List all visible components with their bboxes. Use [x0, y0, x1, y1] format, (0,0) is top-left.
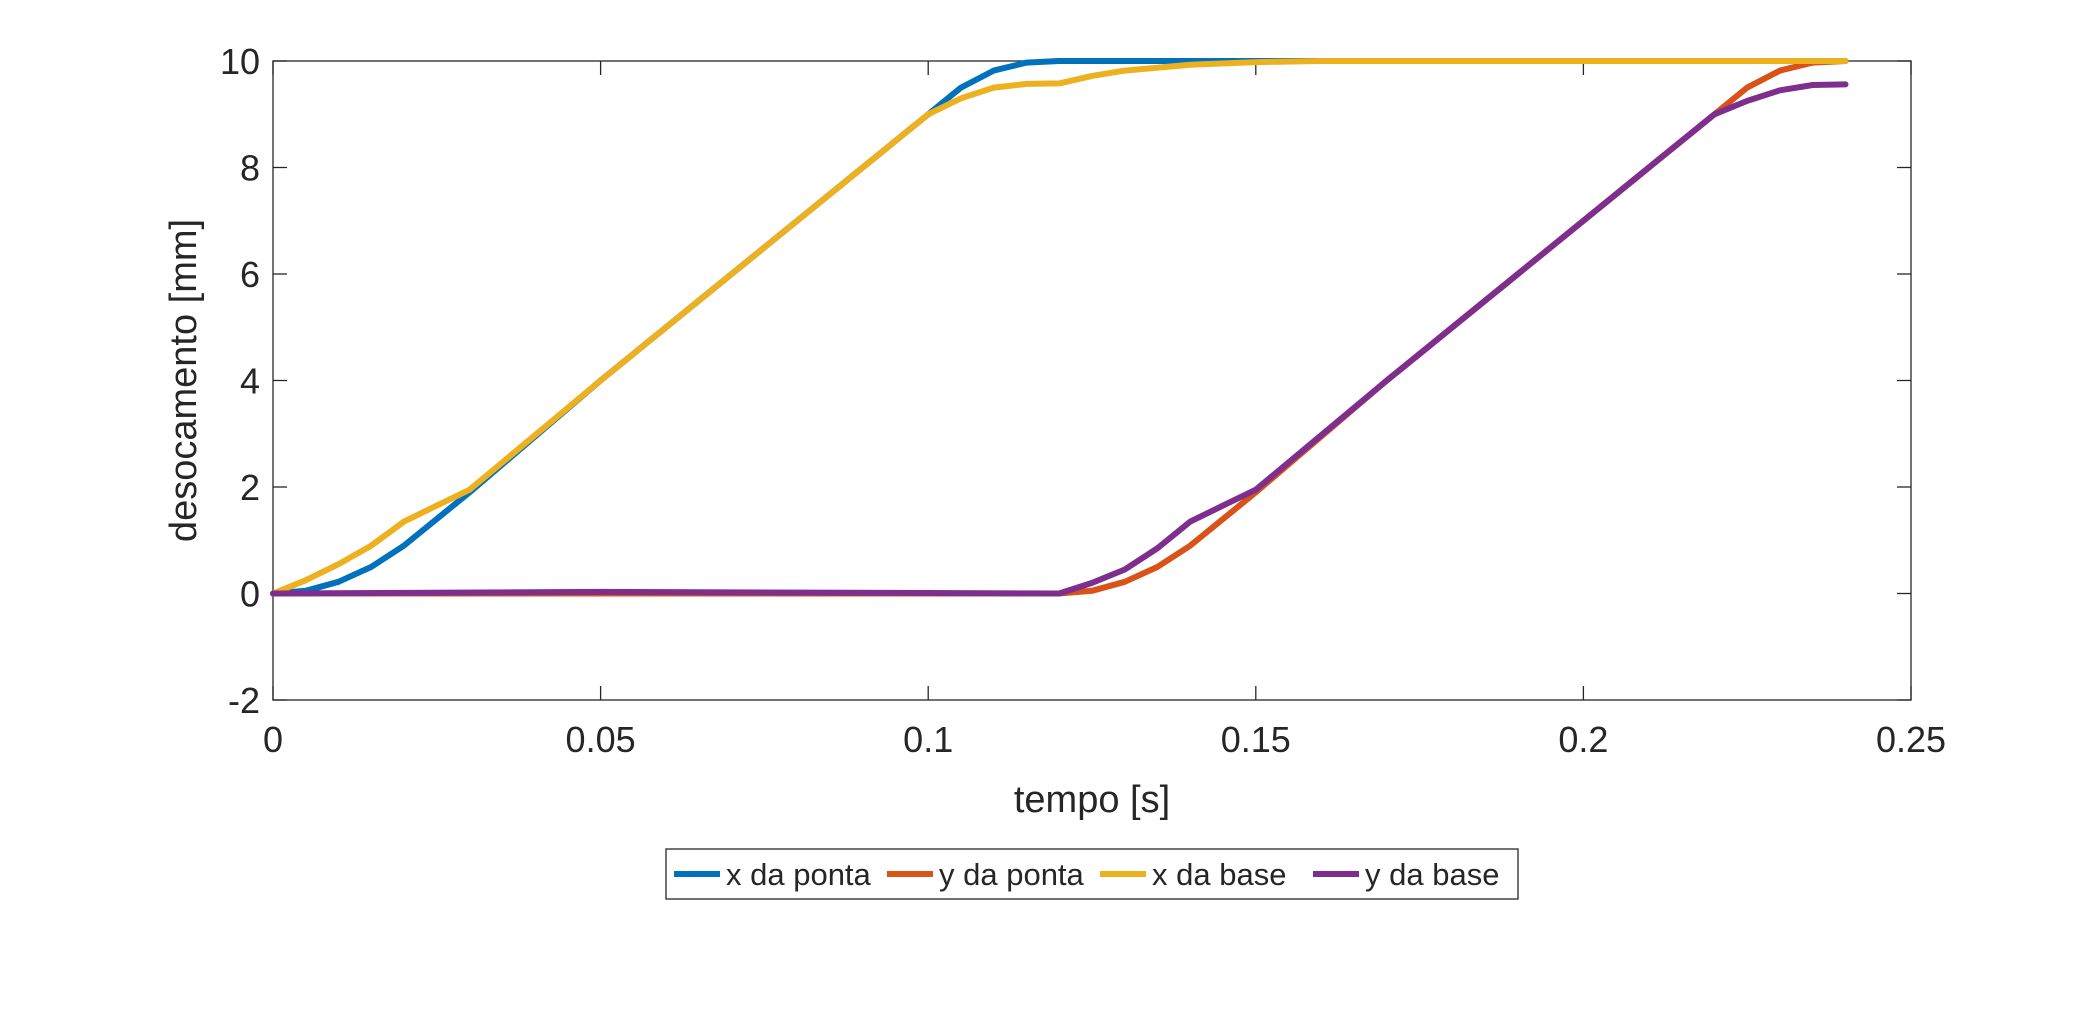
- y-tick-label: 0: [240, 574, 260, 615]
- y-tick-label: 2: [240, 467, 260, 508]
- legend-label-1: x da ponta: [726, 857, 872, 892]
- y-tick-label: 4: [240, 361, 260, 402]
- series-line-3: [270, 58, 1849, 597]
- x-axis-label: tempo [s]: [1014, 779, 1170, 821]
- series-layer: [270, 58, 1849, 597]
- y-tick-label: 10: [220, 41, 260, 82]
- x-tick-label: 0.2: [1558, 719, 1608, 760]
- legend-label-4: y da base: [1365, 857, 1499, 892]
- y-tick-label: 6: [240, 254, 260, 295]
- tick-marks: [272, 60, 1912, 701]
- plot-area: [270, 58, 1912, 701]
- x-tick-label: 0.25: [1876, 719, 1946, 760]
- legend-label-3: x da base: [1152, 857, 1286, 892]
- y-tick-label: 8: [240, 148, 260, 189]
- x-tick-label: 0.15: [1221, 719, 1291, 760]
- x-tick-label: 0.05: [566, 719, 636, 760]
- y-axis-label: desocamento [mm]: [163, 219, 205, 542]
- legend-label-2: y da ponta: [939, 857, 1085, 892]
- legend-box: [665, 848, 1519, 900]
- x-tick-label: 0.1: [903, 719, 953, 760]
- series-line-4: [270, 81, 1849, 597]
- y-tick-label: -2: [228, 680, 260, 721]
- legend: x da ponta y da ponta x da base y da base: [665, 848, 1519, 900]
- x-tick-label: 0: [263, 719, 283, 760]
